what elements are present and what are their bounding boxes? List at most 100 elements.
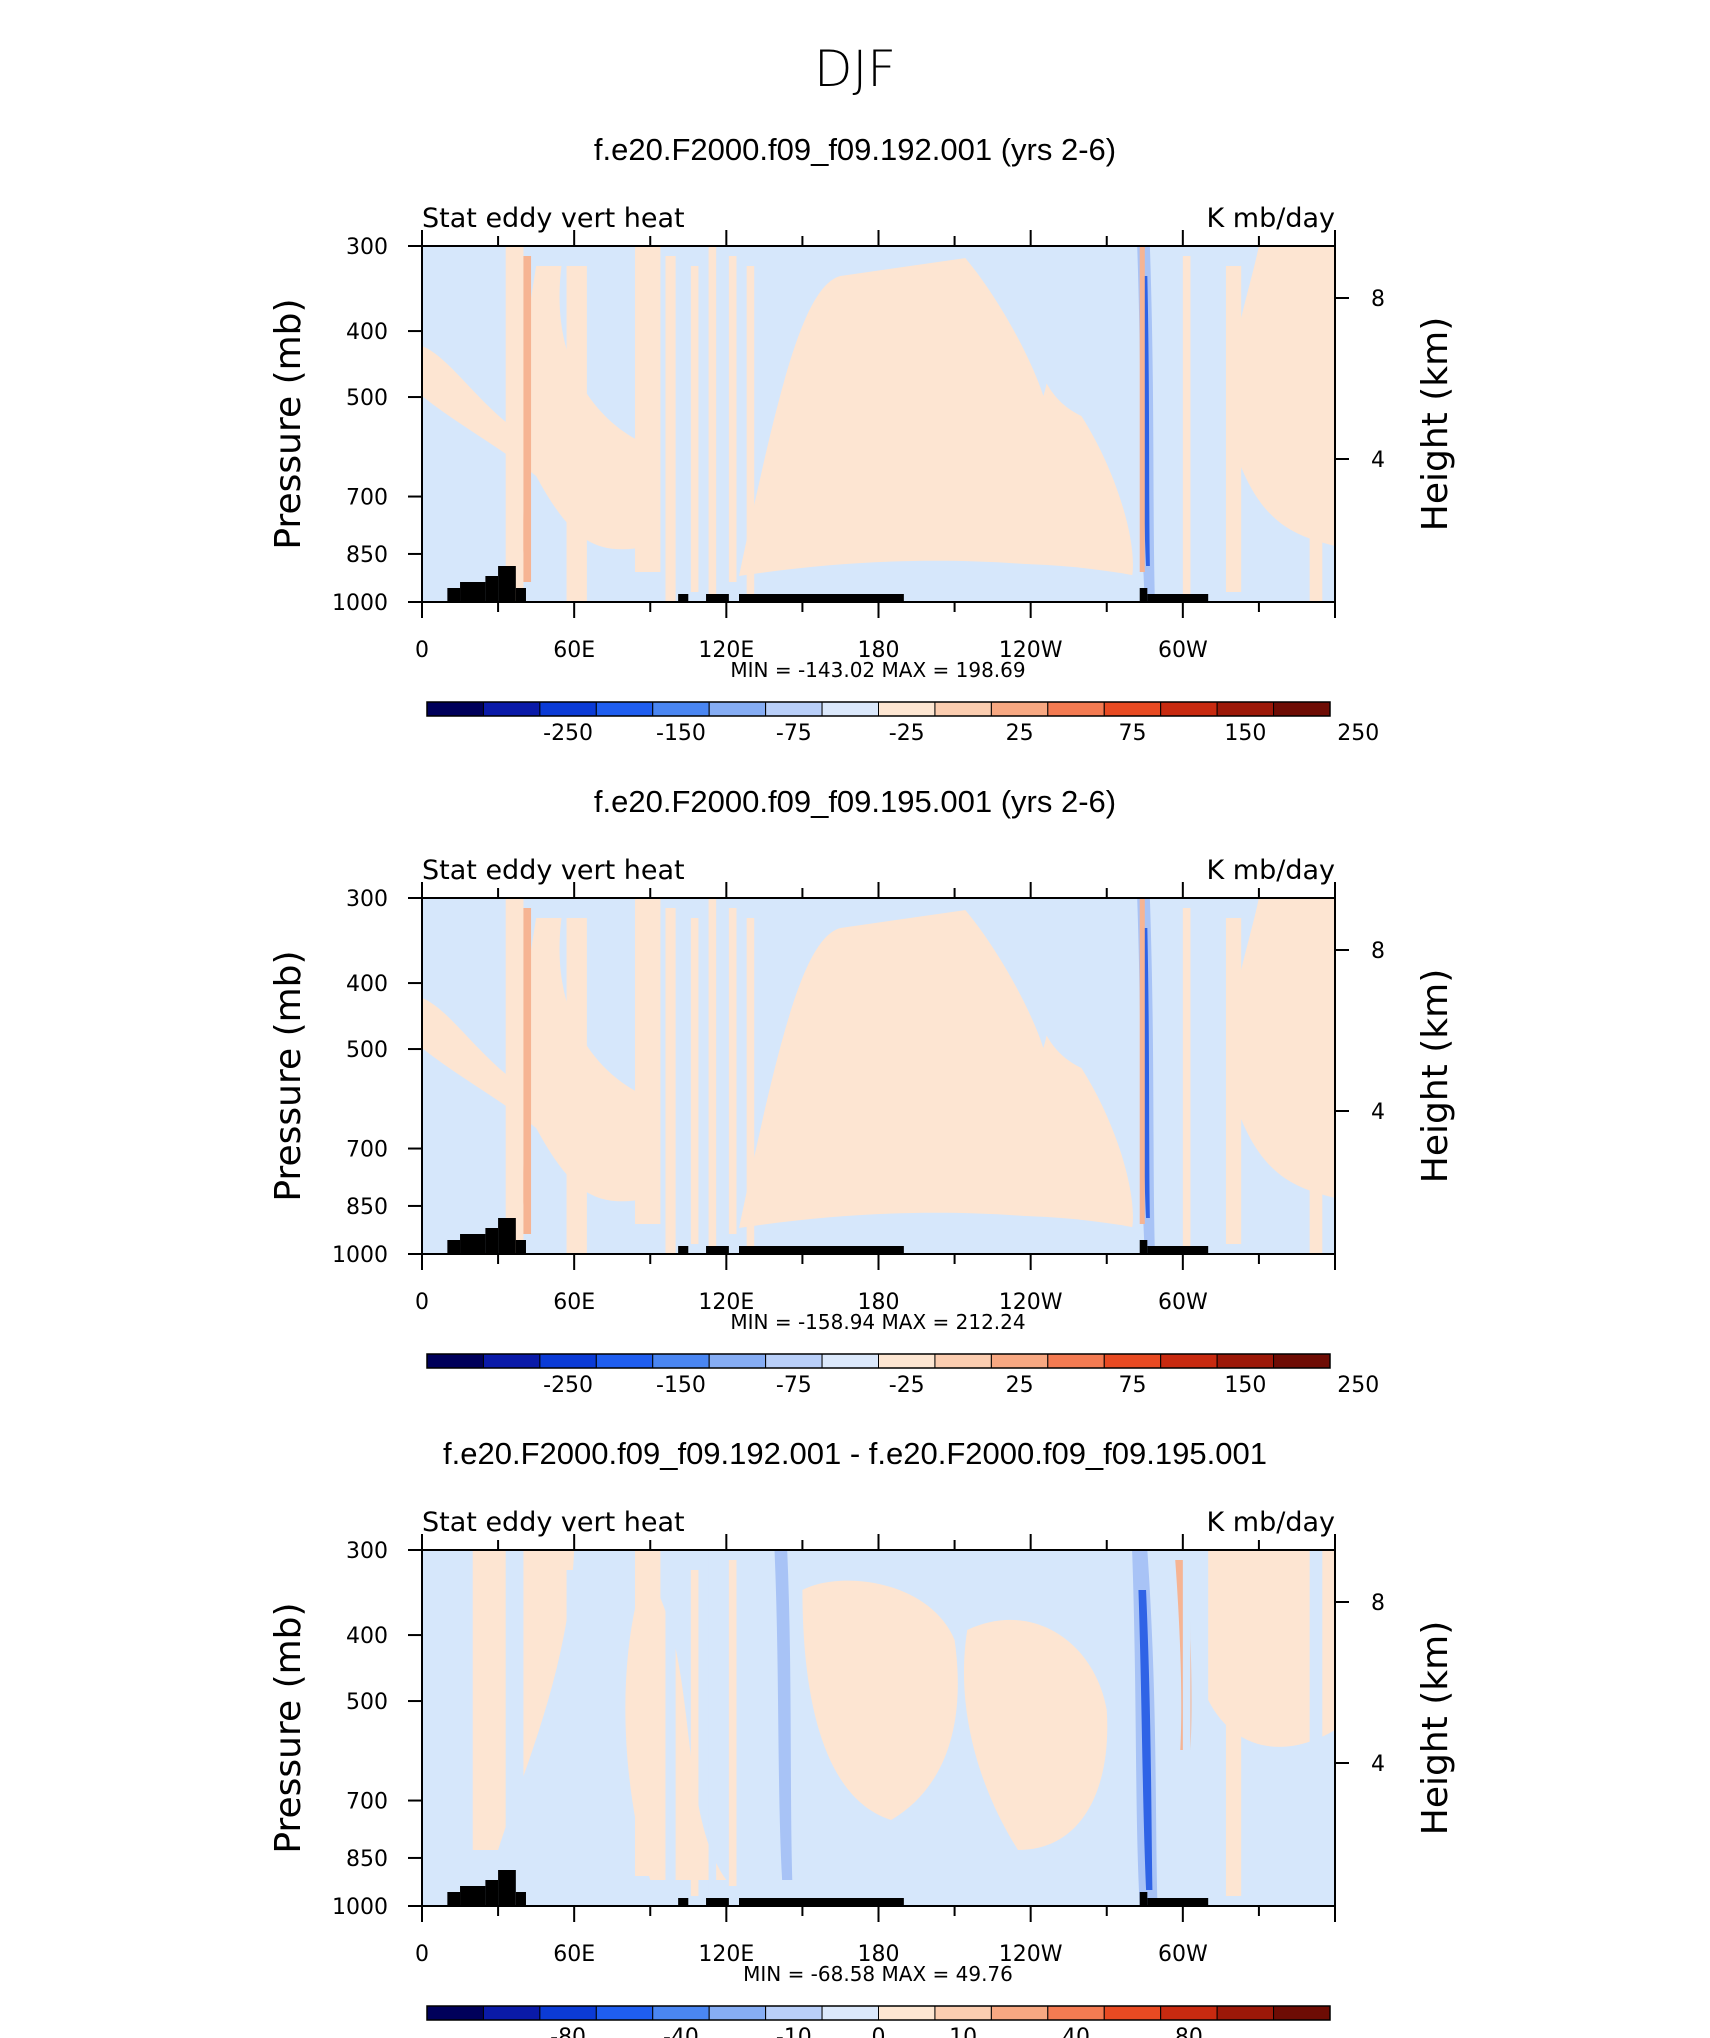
topography-block bbox=[706, 1898, 729, 1906]
field-column bbox=[746, 918, 755, 1254]
colorbar-label: -75 bbox=[776, 721, 812, 746]
colorbar-label: 150 bbox=[1224, 721, 1266, 746]
x-tick-label: 180 bbox=[858, 638, 900, 663]
colorbar-box bbox=[708, 701, 767, 717]
colorbar-label: 0 bbox=[872, 2025, 886, 2038]
topography-block bbox=[485, 1228, 499, 1254]
colorbar-box bbox=[539, 1353, 597, 1369]
topography-block bbox=[460, 1234, 486, 1254]
field-column bbox=[1225, 918, 1242, 1244]
colorbar-label: -75 bbox=[776, 1373, 812, 1398]
topography-block bbox=[706, 594, 729, 602]
topography-block bbox=[678, 594, 689, 602]
colorbar-label: -40 bbox=[663, 2025, 699, 2038]
units-label: K mb/day bbox=[1207, 855, 1336, 886]
field-column bbox=[708, 246, 717, 602]
field-column bbox=[728, 256, 737, 582]
colorbar-label: 150 bbox=[1224, 1373, 1266, 1398]
colorbar-box bbox=[765, 2005, 823, 2021]
topography-block bbox=[739, 594, 904, 602]
field-column bbox=[1182, 908, 1191, 1254]
field-column bbox=[635, 898, 661, 1224]
colorbar-box bbox=[1216, 701, 1275, 717]
colorbar-box bbox=[821, 1353, 879, 1369]
topography-block bbox=[460, 1886, 486, 1906]
colorbar-box bbox=[652, 1353, 710, 1369]
colorbar-box bbox=[1160, 1353, 1218, 1369]
field-column bbox=[1309, 246, 1323, 602]
colorbar-box bbox=[652, 2005, 710, 2021]
negative-region bbox=[878, 1215, 1138, 1254]
height-tick-label: 8 bbox=[1371, 1591, 1385, 1616]
colorbar-frame bbox=[426, 1353, 1331, 1369]
topography-block bbox=[447, 1240, 461, 1254]
negative-region bbox=[954, 898, 1069, 1048]
colorbar-box bbox=[934, 701, 992, 717]
colorbar-box bbox=[652, 701, 710, 717]
negative-column bbox=[774, 1550, 793, 1880]
topography-block bbox=[1139, 588, 1148, 602]
topography-block bbox=[1139, 1240, 1148, 1254]
variable-label: Stat eddy vert heat bbox=[422, 1507, 685, 1538]
panel-1: f.e20.F2000.f09_f09.192.001 (yrs 2-6) Sta… bbox=[268, 132, 1456, 746]
figure-title: DJF bbox=[813, 40, 896, 98]
topography-block bbox=[485, 1880, 499, 1906]
colorbar-label: 80 bbox=[1175, 2025, 1203, 2038]
field-column bbox=[635, 246, 661, 572]
topography-block bbox=[739, 1898, 904, 1906]
colorbar-box bbox=[1216, 2005, 1275, 2021]
colorbar-label: -250 bbox=[543, 1373, 593, 1398]
positive-region bbox=[739, 256, 1133, 576]
x-tick-label: 0 bbox=[415, 1290, 429, 1315]
negative-region bbox=[878, 563, 1138, 602]
x-tick-label: 120W bbox=[999, 1290, 1063, 1315]
colorbar-box bbox=[482, 701, 541, 717]
panel-2: f.e20.F2000.f09_f09.195.001 (yrs 2-6) Sta… bbox=[268, 784, 1456, 1398]
field-column bbox=[523, 256, 532, 582]
y-tick-label: 1000 bbox=[332, 1243, 388, 1268]
topography-block bbox=[498, 1870, 516, 1906]
x-tick-label: 180 bbox=[858, 1290, 900, 1315]
colorbar-label: -150 bbox=[656, 1373, 706, 1398]
field-column bbox=[746, 1570, 755, 1906]
x-tick-label: 60E bbox=[553, 1290, 595, 1315]
y-tick-label: 850 bbox=[346, 1847, 388, 1872]
topography-block bbox=[447, 1892, 461, 1906]
field-column bbox=[1182, 256, 1191, 602]
field-column bbox=[566, 266, 587, 602]
colorbar-label: 25 bbox=[1006, 1373, 1034, 1398]
field-column bbox=[690, 918, 699, 1244]
topography-block bbox=[447, 588, 461, 602]
contour-field bbox=[422, 1550, 1335, 1906]
y-tick-label: 700 bbox=[346, 1138, 388, 1163]
topography-block bbox=[1147, 1898, 1209, 1906]
colorbar-label: -25 bbox=[889, 1373, 925, 1398]
field-column bbox=[1309, 898, 1323, 1254]
positive-region bbox=[963, 1619, 1108, 1850]
colorbar-label: 25 bbox=[1006, 721, 1034, 746]
y-tick-label: 500 bbox=[346, 386, 388, 411]
contour-field bbox=[422, 246, 1335, 602]
colorbar-box bbox=[1103, 701, 1162, 717]
panel-title: f.e20.F2000.f09_f09.192.001 (yrs 2-6) bbox=[594, 132, 1116, 167]
topography-block bbox=[1147, 1246, 1209, 1254]
colorbar-frame bbox=[426, 2005, 1331, 2021]
field-column bbox=[665, 908, 676, 1254]
panel-title: f.e20.F2000.f09_f09.195.001 (yrs 2-6) bbox=[594, 784, 1116, 819]
topography-block bbox=[706, 1246, 729, 1254]
x-tick-label: 120W bbox=[999, 1942, 1063, 1967]
colorbar-box bbox=[1216, 1353, 1275, 1369]
topography-block bbox=[739, 1246, 904, 1254]
colorbar-box bbox=[990, 2005, 1049, 2021]
colorbar-box bbox=[765, 1353, 823, 1369]
units-label: K mb/day bbox=[1207, 203, 1336, 234]
colorbar-box bbox=[426, 2005, 484, 2021]
topography-block bbox=[498, 566, 516, 602]
min-max-stats: MIN = -143.02 MAX = 198.69 bbox=[730, 658, 1025, 682]
colorbar-box bbox=[765, 701, 823, 717]
colorbar-box bbox=[426, 701, 484, 717]
x-tick-label: 60E bbox=[553, 638, 595, 663]
height-tick-label: 4 bbox=[1371, 1100, 1385, 1125]
y-axis-label: Pressure (mb) bbox=[268, 1602, 309, 1853]
